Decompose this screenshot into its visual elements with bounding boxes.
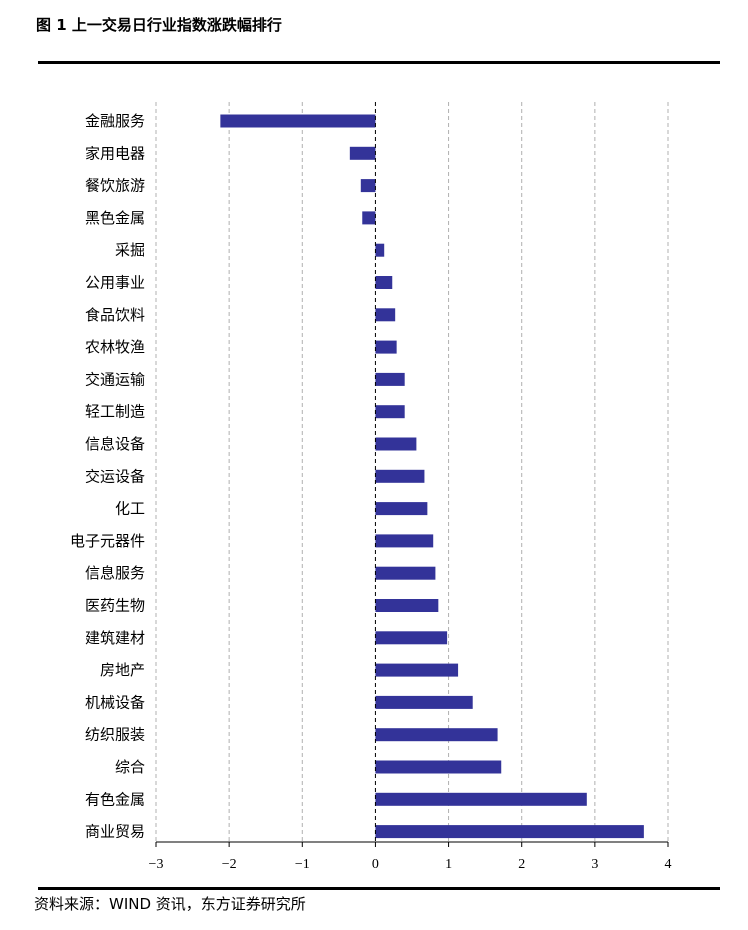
category-label: 纺织服装: [85, 726, 145, 744]
category-label: 交通运输: [85, 370, 145, 388]
x-tick-label: −3: [149, 857, 164, 872]
top-rule: [38, 61, 720, 64]
category-label: 黑色金属: [85, 209, 145, 227]
bar: [375, 792, 587, 806]
category-label: 信息服务: [85, 564, 145, 582]
category-label: 家用电器: [85, 144, 145, 162]
bar: [349, 146, 376, 160]
bar: [375, 340, 397, 354]
category-label: 商业贸易: [85, 823, 145, 841]
category-label: 综合: [115, 758, 145, 776]
category-label: 食品饮料: [85, 306, 145, 324]
category-label: 公用事业: [85, 274, 145, 292]
axes: [155, 102, 669, 847]
bar: [375, 566, 436, 580]
bar: [375, 825, 644, 839]
bar: [375, 663, 459, 677]
x-tick-label: −2: [222, 857, 237, 872]
bar: [375, 502, 428, 516]
bar: [375, 276, 393, 289]
bars: [220, 114, 644, 839]
x-tick-label: 2: [518, 857, 525, 872]
x-tick-label: −1: [295, 857, 310, 872]
bar: [375, 695, 473, 709]
category-label: 房地产: [100, 661, 145, 679]
x-tick-label: 3: [591, 857, 598, 872]
category-label: 采掘: [115, 241, 145, 259]
bar: [375, 760, 502, 774]
bar: [375, 437, 417, 451]
category-label: 电子元器件: [70, 532, 145, 550]
bar: [375, 308, 396, 322]
bar: [375, 631, 448, 645]
bar: [375, 728, 498, 742]
tick-labels: −3 −2 −1 0 1 2 3 4: [149, 857, 672, 872]
bottom-rule: [38, 887, 720, 890]
category-label: 机械设备: [85, 693, 145, 711]
grid-lines: [155, 102, 669, 842]
category-label: 农林牧渔: [85, 338, 145, 356]
category-label: 轻工制造: [85, 403, 145, 421]
category-label: 餐饮旅游: [85, 177, 145, 195]
figure-title: 图 1 上一交易日行业指数涨跌幅排行: [36, 16, 282, 34]
source-note: 资料来源：WIND 资讯，东方证券研究所: [34, 895, 306, 913]
bar: [375, 372, 405, 386]
x-tick-label: 0: [372, 857, 379, 872]
category-label: 医药生物: [85, 597, 145, 615]
x-tick-label: 1: [445, 857, 452, 872]
category-label: 金融服务: [85, 112, 145, 130]
category-label: 交运设备: [85, 467, 145, 485]
bar: [375, 534, 434, 548]
category-label: 化工: [115, 500, 145, 518]
bar: [375, 599, 439, 612]
bar: [375, 243, 385, 257]
bar: [360, 179, 376, 193]
bar: [220, 114, 376, 128]
bar: [375, 405, 405, 419]
bar: [375, 469, 425, 483]
category-label: 建筑建材: [85, 629, 145, 647]
category-label: 有色金属: [85, 790, 145, 808]
x-tick-label: 4: [665, 857, 672, 872]
bar: [362, 211, 376, 225]
category-labels: 金融服务家用电器餐饮旅游黑色金属采掘公用事业食品饮料农林牧渔交通运输轻工制造信息…: [70, 112, 145, 841]
category-label: 信息设备: [85, 435, 145, 453]
